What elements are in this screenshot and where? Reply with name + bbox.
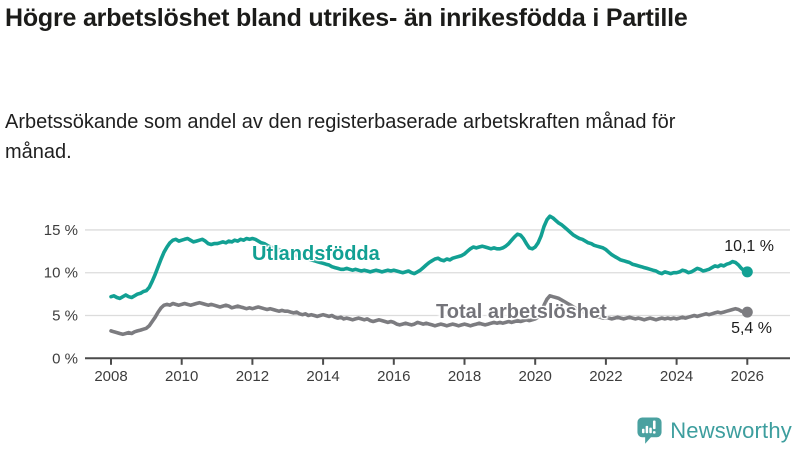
- x-tick-label: 2008: [94, 368, 127, 385]
- x-axis: [85, 357, 790, 365]
- y-tick-label: 5 %: [52, 308, 78, 325]
- newsworthy-bar-chart-speech-bubble-icon: [637, 417, 662, 444]
- x-tick-label: 2026: [731, 368, 764, 385]
- series-end-dot-1: [741, 306, 753, 318]
- axis-tick-labels: 0 % 5 % 10 % 15 % 2008 2010 2012 2014 2016 2018 20…: [44, 222, 764, 385]
- y-tick-label: 15 %: [44, 222, 78, 239]
- data-series: [109, 214, 753, 337]
- end-value-label-total-arbetsloshet: 5,4 %: [731, 320, 772, 337]
- chart-title: Högre arbetslöshet bland utrikes- än inr…: [5, 4, 688, 32]
- series-line-0: [109, 214, 750, 301]
- chart-subtitle: Arbetssökande som andel av den registerb…: [5, 111, 676, 163]
- end-value-label-utlandsfodda: 10,1 %: [724, 238, 774, 255]
- series-end-dot-0: [741, 266, 753, 278]
- x-tick-label: 2014: [306, 368, 339, 385]
- series-label-utlandsfodda: Utlandsfödda: [252, 243, 380, 265]
- x-tick-label: 2024: [660, 368, 693, 385]
- y-tick-label: 0 %: [52, 350, 78, 367]
- series-label-total-arbetsloshet: Total arbetslöshet: [436, 301, 607, 323]
- x-tick-label: 2020: [519, 368, 552, 385]
- y-tick-label: 10 %: [44, 265, 78, 282]
- x-tick-label: 2012: [236, 368, 269, 385]
- x-tick-label: 2022: [589, 368, 622, 385]
- brand-name: Newsworthy: [670, 417, 792, 443]
- x-tick-label: 2010: [165, 368, 198, 385]
- x-tick-label: 2018: [448, 368, 481, 385]
- newsworthy-logo: Newsworthy: [636, 416, 792, 445]
- x-tick-label: 2016: [377, 368, 410, 385]
- series-line-1: [109, 293, 750, 337]
